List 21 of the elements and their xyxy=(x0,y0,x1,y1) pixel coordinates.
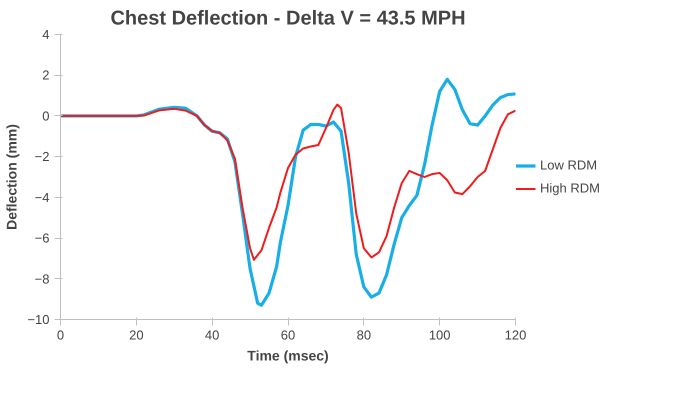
chart-title: Chest Deflection - Delta V = 43.5 MPH xyxy=(110,8,466,30)
y-tick-label: −4 xyxy=(34,190,50,205)
y-tick-label: 0 xyxy=(42,108,50,124)
x-tick-label: 20 xyxy=(129,328,144,342)
x-tick-label: 0 xyxy=(56,328,64,342)
line-series xyxy=(60,104,516,261)
x-tick-label: 120 xyxy=(504,328,526,342)
y-tick-label: 4 xyxy=(42,27,50,42)
y-tick-label: −2 xyxy=(34,149,50,164)
x-tick-label: 60 xyxy=(280,328,296,342)
x-axis-title: Time (msec) xyxy=(247,348,329,364)
y-tick-label: −8 xyxy=(34,271,50,286)
y-tick-label: 2 xyxy=(42,68,50,83)
y-tick-label: −6 xyxy=(34,230,50,246)
legend-label: High RDM xyxy=(540,180,600,196)
x-tick-label: 100 xyxy=(428,328,451,342)
legend-label: Low RDM xyxy=(540,158,598,172)
x-tick-label: 80 xyxy=(356,328,372,342)
y-tick-label: −10 xyxy=(27,312,50,327)
x-tick-label: 40 xyxy=(204,328,220,342)
y-axis-title: Deflection (mm) xyxy=(3,124,20,230)
